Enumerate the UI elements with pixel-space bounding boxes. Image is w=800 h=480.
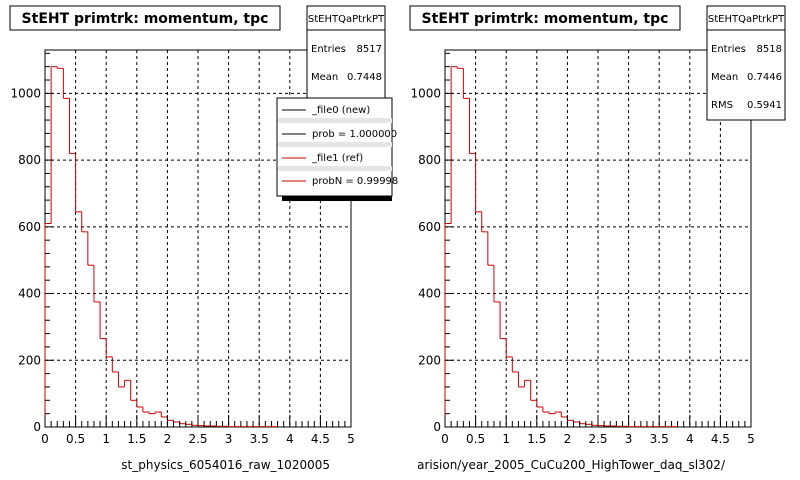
y-tick-label: 0	[433, 420, 441, 434]
stats-box-2	[706, 5, 786, 121]
y-tick-label: 800	[418, 153, 441, 167]
y-tick-label: 1000	[410, 86, 441, 100]
x-tick-label: 4	[286, 432, 294, 446]
x-tick-label: 3	[225, 432, 233, 446]
histogram-1	[44, 66, 279, 428]
x-axis-label-2: arision/year_2005_CuCu200_HighTower_daq_…	[417, 458, 726, 472]
y-tick-label: 800	[18, 153, 41, 167]
x-axis-1: 0 0.5 1 1.5 2 2.5 3 3.5 4 4.5 5	[41, 415, 355, 446]
legend-label-1: _file0 (new)	[311, 105, 370, 116]
x-tick-label: 5	[347, 432, 355, 446]
x-tick-label: 0	[441, 432, 449, 446]
stats-value-entries-2: 8518	[757, 44, 782, 55]
title-box-1	[9, 5, 281, 31]
stats-value-mean-2: 0.7446	[747, 72, 782, 83]
stats-value-mean-1: 0.7448	[347, 72, 382, 83]
panel-2: 0 0.5 1 1.5 2 2.5 3 3.5 4 4.5 5 02004006008001000 …	[409, 5, 786, 472]
x-axis-2: 0 0.5 1 1.5 2 2.5 3 3.5 4 4.5 5	[441, 415, 755, 446]
stats-label-entries-2: Entries	[711, 44, 746, 55]
stats-name-1: StEHTQaPtrkPT	[308, 14, 385, 25]
x-tick-label: 4	[686, 432, 694, 446]
stats-label-entries-1: Entries	[311, 44, 346, 55]
title-box-2	[409, 5, 681, 31]
y-tick-label: 200	[418, 353, 441, 367]
y-tick-label: 200	[18, 353, 41, 367]
x-tick-label: 3.5	[250, 432, 269, 446]
x-tick-label: 1.5	[127, 432, 146, 446]
stats-name-2: StEHTQaPtrkPT	[708, 14, 785, 25]
grid-2	[445, 50, 751, 427]
x-tick-label: 0.5	[466, 432, 485, 446]
panel-1: 0 0.5 1 1.5 2 2.5 3 3.5 4 4.5 5 02004006008001000 …	[9, 5, 398, 472]
x-tick-label: 1.5	[527, 432, 546, 446]
y-tick-label: 0	[33, 420, 41, 434]
grid-1	[45, 50, 351, 427]
x-tick-label: 2.5	[188, 432, 207, 446]
chart-title-1: StEHT primtrk: momentum, tpc	[22, 11, 269, 27]
x-tick-label: 2	[564, 432, 572, 446]
y-axis-1: 0 200 400 600 800 1000	[10, 52, 54, 434]
y-tick-label: 400	[18, 287, 41, 301]
x-tick-label: 2.5	[588, 432, 607, 446]
stats-value-entries-1: 8517	[357, 44, 382, 55]
x-tick-label: 4.5	[311, 432, 330, 446]
y-tick-label: 600	[18, 220, 41, 234]
y-tick-label: 400	[418, 287, 441, 301]
stats-value-rms-2: 0.5941	[747, 100, 782, 111]
x-tick-label: 5	[747, 432, 755, 446]
legend-label-2: prob = 1.000000	[312, 129, 397, 140]
legend-label-3: _file1 (ref)	[311, 153, 363, 164]
chart-title-2: StEHT primtrk: momentum, tpc	[422, 11, 669, 27]
x-tick-label: 0.5	[66, 432, 85, 446]
x-tick-label: 0	[41, 432, 49, 446]
x-tick-label: 1	[502, 432, 510, 446]
y-tick-label: 600	[418, 220, 441, 234]
x-tick-label: 1	[102, 432, 110, 446]
x-tick-label: 3.5	[650, 432, 669, 446]
stats-box-1	[306, 5, 386, 99]
x-tick-label: 4.5	[711, 432, 730, 446]
stats-label-mean-2: Mean	[711, 72, 738, 83]
y-axis-2: 0 200 400 600 800 1000	[410, 52, 454, 434]
stats-label-rms-2: RMS	[711, 100, 733, 111]
x-tick-label: 3	[625, 432, 633, 446]
x-tick-label: 2	[164, 432, 172, 446]
y-tick-label: 1000	[10, 86, 41, 100]
legend-label-4: probN = 0.99998	[312, 176, 398, 187]
x-axis-label-1: st_physics_6054016_raw_1020005	[121, 458, 330, 472]
stats-label-mean-1: Mean	[311, 72, 338, 83]
